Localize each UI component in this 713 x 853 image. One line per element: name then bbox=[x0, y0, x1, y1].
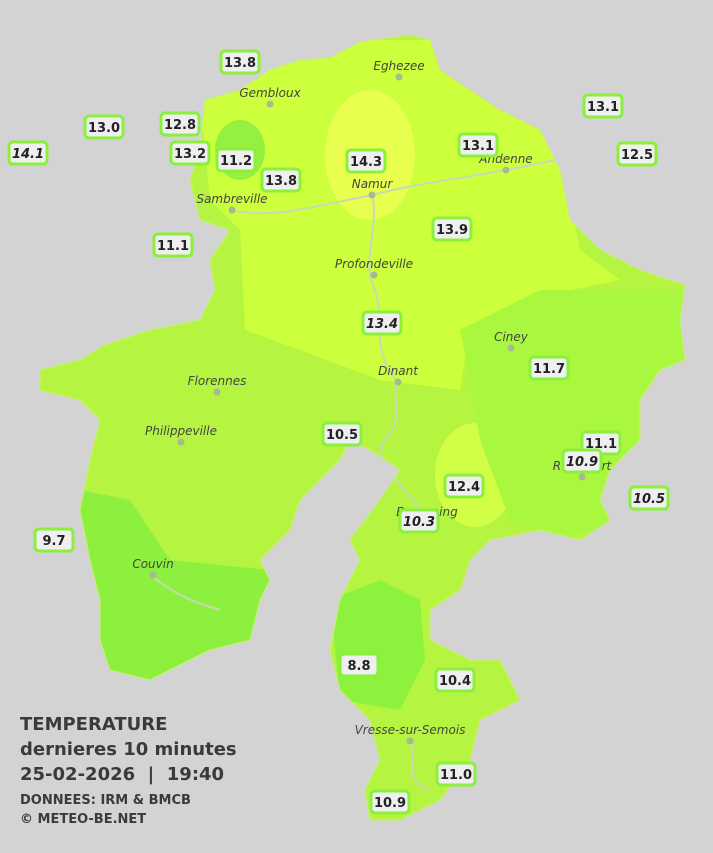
station-box bbox=[169, 140, 211, 166]
river bbox=[368, 194, 421, 511]
station-box bbox=[321, 421, 363, 447]
legend-source: DONNEES: IRM & BMCB bbox=[20, 793, 191, 808]
station-value: 13.9 bbox=[436, 223, 468, 238]
station-value: 13.8 bbox=[265, 174, 297, 189]
city-dot bbox=[578, 473, 586, 481]
station-box bbox=[398, 508, 440, 534]
city-dot bbox=[228, 206, 236, 214]
station-box bbox=[215, 147, 257, 173]
station-box bbox=[457, 132, 499, 158]
station-value: 13.1 bbox=[462, 139, 494, 154]
station-box bbox=[369, 789, 411, 815]
river bbox=[409, 740, 431, 791]
station-value: 10.5 bbox=[633, 492, 665, 507]
station-box bbox=[260, 167, 302, 193]
city-name: Profondeville bbox=[335, 257, 413, 271]
city-dot bbox=[368, 191, 376, 199]
river bbox=[149, 574, 221, 611]
city-name: Florennes bbox=[188, 374, 247, 388]
station-box bbox=[361, 310, 403, 336]
station-value: 11.1 bbox=[157, 239, 189, 254]
station-value: 11.7 bbox=[533, 362, 565, 377]
city-name: Namur bbox=[352, 177, 394, 191]
city-dot bbox=[213, 388, 221, 396]
station-box bbox=[338, 652, 380, 678]
station-value: 8.8 bbox=[347, 659, 370, 674]
station-value: 14.1 bbox=[12, 147, 44, 162]
station-box bbox=[83, 114, 125, 140]
station-value: 14.3 bbox=[350, 155, 382, 170]
city-dot bbox=[177, 438, 185, 446]
city-dot bbox=[507, 344, 515, 352]
station-box bbox=[152, 232, 194, 258]
zone-cool bbox=[80, 490, 270, 680]
station-box bbox=[434, 667, 476, 693]
legend-copyright: © METEO-BE.NET bbox=[20, 812, 146, 827]
station-box bbox=[528, 355, 570, 381]
stations: 13.8 13.0 12.8 14.1 13.2 11.2 13.8 14.3 13.1 13.1… bbox=[7, 49, 670, 815]
city-name: Dinant bbox=[378, 364, 419, 378]
city-name: Sambreville bbox=[196, 192, 267, 206]
city-name: Philippeville bbox=[145, 424, 217, 438]
city-dot bbox=[149, 571, 157, 579]
station-value: 10.3 bbox=[403, 515, 435, 530]
station-value: 13.1 bbox=[587, 100, 619, 115]
station-value: 10.4 bbox=[439, 674, 471, 689]
city-dot bbox=[266, 100, 274, 108]
city-dot bbox=[370, 271, 378, 279]
city-dot bbox=[395, 73, 403, 81]
station-value: 11.0 bbox=[440, 768, 472, 783]
station-value: 13.4 bbox=[366, 317, 398, 332]
station-box bbox=[561, 448, 603, 474]
city-name: Eghezee bbox=[373, 59, 424, 73]
legend-subtitle: dernieres 10 minutes bbox=[20, 739, 237, 760]
station-value: 12.5 bbox=[621, 148, 653, 163]
station-value: 10.9 bbox=[566, 455, 598, 470]
station-box bbox=[219, 49, 261, 75]
legend-title: TEMPERATURE bbox=[20, 714, 167, 735]
station-box bbox=[443, 473, 485, 499]
station-value: 9.7 bbox=[42, 534, 65, 549]
city-dot bbox=[394, 378, 402, 386]
station-box bbox=[628, 485, 670, 511]
station-value: 11.2 bbox=[220, 154, 252, 169]
city-dot bbox=[406, 737, 414, 745]
city-name: Couvin bbox=[132, 557, 173, 571]
station-value: 11.1 bbox=[585, 437, 617, 452]
station-box bbox=[345, 148, 387, 174]
station-box bbox=[435, 761, 477, 787]
station-box bbox=[33, 527, 75, 553]
station-value: 10.9 bbox=[374, 796, 406, 811]
station-box bbox=[7, 140, 49, 166]
city-name: Gembloux bbox=[239, 86, 301, 100]
city-name: Vresse-sur-Semois bbox=[355, 723, 466, 737]
station-box bbox=[582, 93, 624, 119]
station-value: 13.2 bbox=[174, 147, 206, 162]
river bbox=[231, 149, 601, 215]
station-value: 12.8 bbox=[164, 118, 196, 133]
station-box bbox=[616, 141, 658, 167]
legend-datetime: 25-02-2026 | 19:40 bbox=[20, 764, 224, 785]
station-value: 12.4 bbox=[448, 480, 480, 495]
station-value: 10.5 bbox=[326, 428, 358, 443]
city-dot bbox=[502, 166, 510, 174]
station-box bbox=[159, 111, 201, 137]
city-name: Ciney bbox=[494, 330, 529, 344]
station-box bbox=[431, 216, 473, 242]
station-value: 13.0 bbox=[88, 121, 120, 136]
station-value: 13.8 bbox=[224, 56, 256, 71]
